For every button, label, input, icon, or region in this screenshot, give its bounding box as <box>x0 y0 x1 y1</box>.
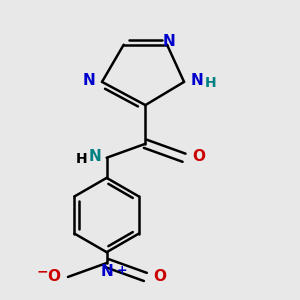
Text: N: N <box>82 73 95 88</box>
Text: N: N <box>190 73 203 88</box>
Text: N: N <box>88 149 101 164</box>
Text: O: O <box>47 269 60 284</box>
Text: H: H <box>205 76 217 90</box>
Text: O: O <box>153 269 166 284</box>
Text: N: N <box>162 34 175 49</box>
Text: N: N <box>100 264 113 279</box>
Text: +: + <box>117 264 127 277</box>
Text: −: − <box>36 264 48 278</box>
Text: O: O <box>192 149 205 164</box>
Text: H: H <box>76 152 87 166</box>
